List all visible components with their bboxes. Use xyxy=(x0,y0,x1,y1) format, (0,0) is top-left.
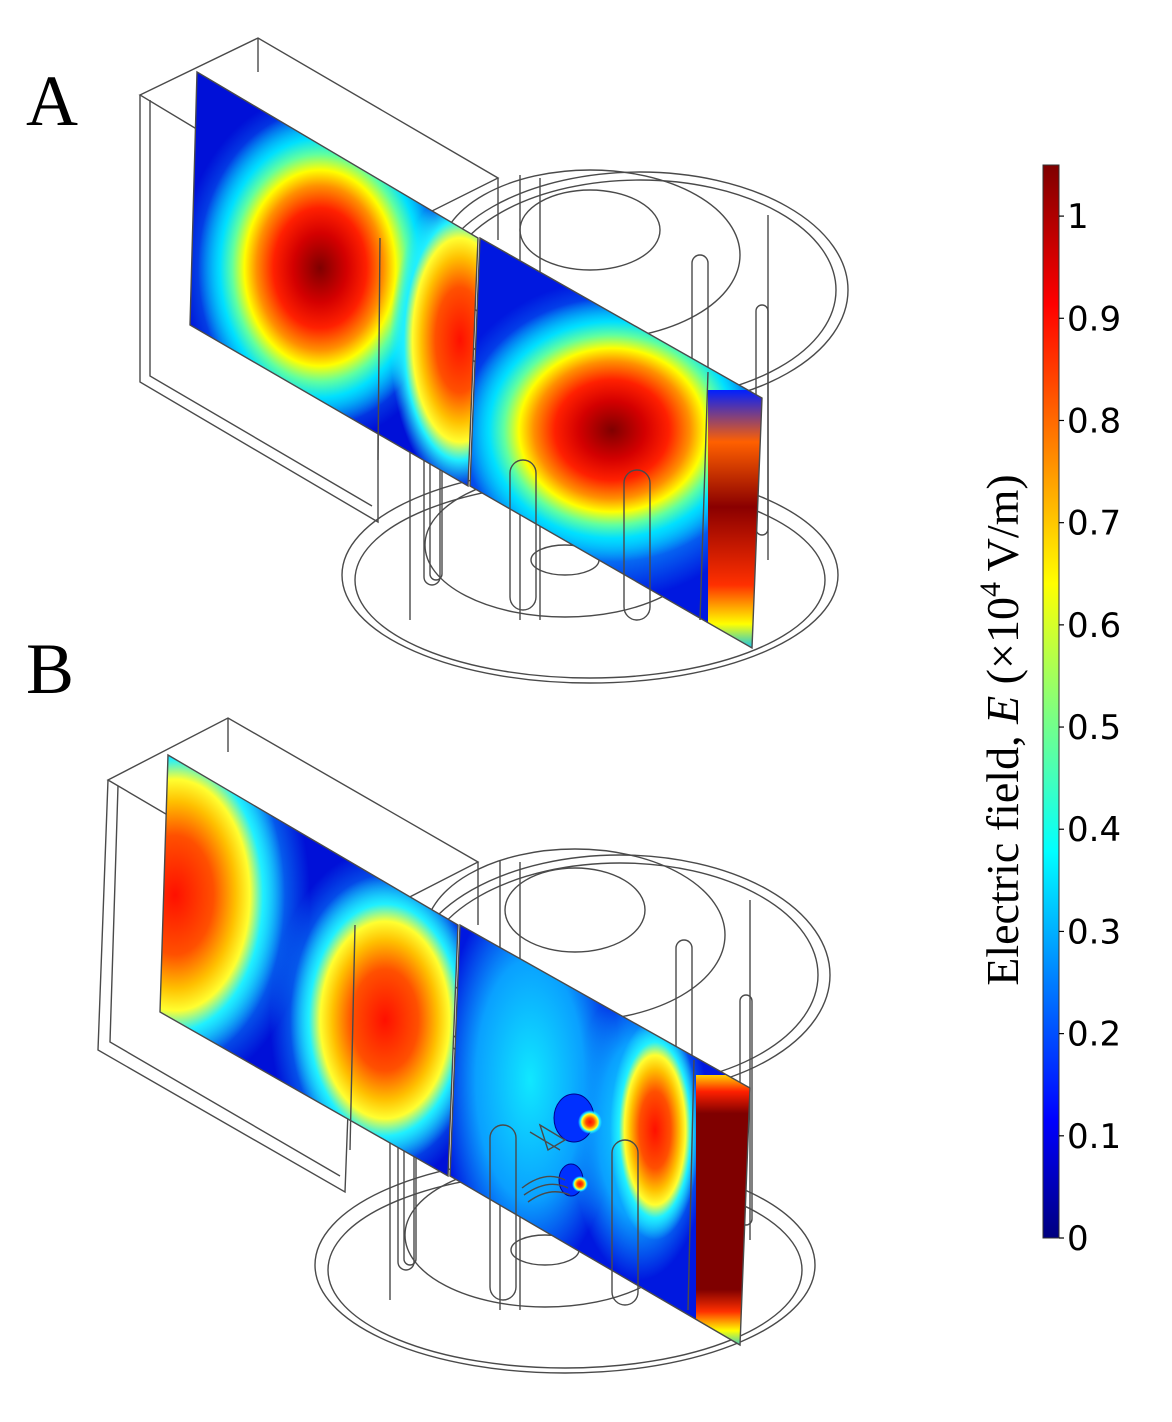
colorbar-title: Electric field, E (×104 V/m) xyxy=(974,474,1028,985)
panel-a-field-plane-2 xyxy=(470,238,762,648)
colorbar-tick-label: 0.3 xyxy=(1067,912,1121,952)
colorbar-tick-label: 0.9 xyxy=(1067,299,1121,339)
panel-b: B xyxy=(26,629,831,1374)
panel-a: A xyxy=(26,37,849,684)
colorbar-tick-label: 0.4 xyxy=(1067,810,1121,850)
colorbar-ticks: 0 0.1 0.2 0.3 0.4 0.5 0.6 0.7 0.8 0.9 1 xyxy=(1059,197,1121,1259)
colorbar-tick-label: 0.5 xyxy=(1067,708,1121,748)
colorbar-tick-label: 1 xyxy=(1067,197,1089,237)
colorbar-title-unit-close: V/m) xyxy=(977,474,1028,582)
colorbar-title-prefix: Electric field, xyxy=(977,724,1028,986)
panel-b-field-plane-2 xyxy=(450,925,750,1345)
colorbar-title-exponent: 4 xyxy=(974,582,1007,597)
colorbar-tick-label: 0.8 xyxy=(1067,401,1121,441)
colorbar-tick-label: 0 xyxy=(1067,1219,1089,1259)
panel-b-label: B xyxy=(26,629,74,709)
panel-a-label: A xyxy=(26,61,78,141)
colorbar-title-unit-open: (×10 xyxy=(977,597,1028,696)
panel-b-field-plane-1 xyxy=(160,755,458,1176)
panel-b-sample-wireframe xyxy=(521,1123,571,1203)
colorbar-tick-label: 0.6 xyxy=(1067,606,1121,646)
colorbar-gradient xyxy=(1042,164,1060,1239)
colorbar: 0 0.1 0.2 0.3 0.4 0.5 0.6 0.7 0.8 0.9 1 Electric f… xyxy=(974,164,1121,1259)
colorbar-tick-label: 0.1 xyxy=(1067,1117,1121,1157)
colorbar-tick-label: 0.7 xyxy=(1067,504,1121,544)
colorbar-tick-label: 0.2 xyxy=(1067,1015,1121,1055)
colorbar-title-variable: E xyxy=(977,696,1028,725)
